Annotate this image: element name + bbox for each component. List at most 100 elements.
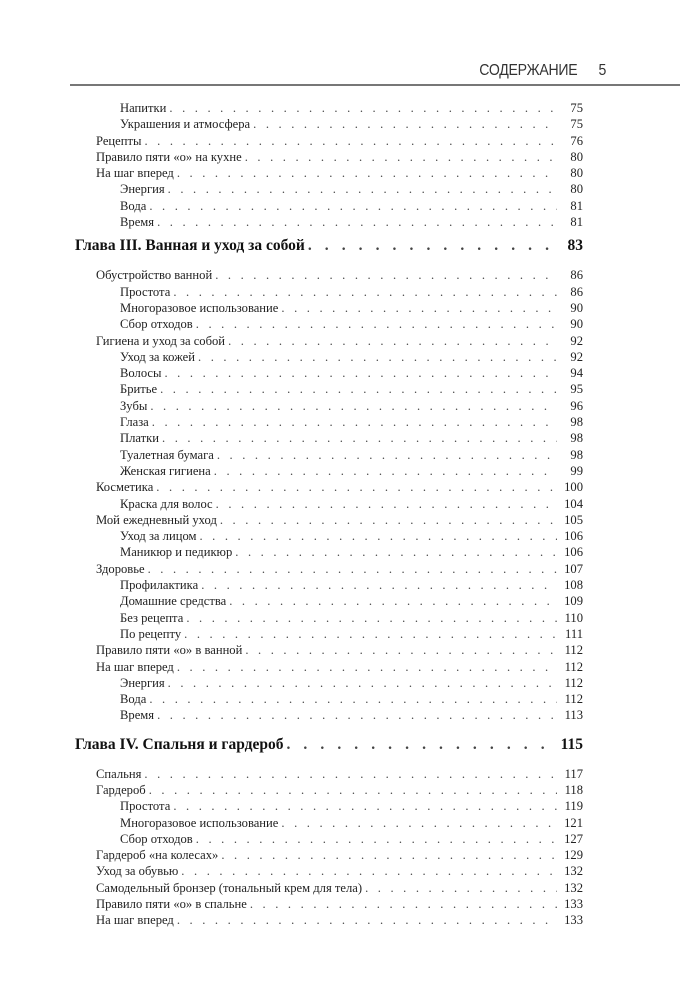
entry-title: Правило пяти «о» в ванной [96,643,243,658]
toc-entry: Сбор отходов . . . . . . . . . . . . . .… [0,831,583,847]
dot-leader: . . . . . . . . . . . . . . . . . . . . … [281,300,557,315]
entry-page: 132 [564,864,583,879]
toc-entry: Профилактика . . . . . . . . . . . . . .… [0,577,583,593]
entry-title: Вода [120,692,147,707]
entry-title: Уход за обувью [96,864,179,879]
entry-title: Мой ежедневный уход [96,512,217,527]
dot-leader: . . . . . . . . . . . . . . . . . . . . … [151,415,557,430]
entry-title: Напитки [120,101,167,115]
entry-page: 113 [564,708,583,723]
toc-entry: Обустройство ванной . . . . . . . . . . … [0,267,583,283]
toc-entry: Украшения и атмосфера . . . . . . . . . … [0,116,583,132]
entry-page: 75 [570,101,583,115]
entry-page: 96 [570,398,583,413]
entry-page: 98 [570,431,583,446]
entry-title: Простота [120,284,171,299]
toc-entry: Мой ежедневный уход . . . . . . . . . . … [0,512,583,528]
dot-leader: . . . . . . . . . . . . . . . . . . . . … [157,215,557,230]
entry-title: Простота [120,799,171,814]
entry-title: Волосы [120,366,162,381]
dot-leader: . . . . . . . . . . . . . . . . . . . . … [281,815,557,830]
entry-page: 106 [564,545,583,560]
entry-title: Многоразовое использование [120,815,279,830]
entry-page: 133 [564,913,583,928]
dot-leader: . . . . . . . . . . . . . . . . . . . . … [249,897,557,912]
entry-page: 133 [564,897,583,912]
entry-title: Уход за кожей [120,349,196,364]
toc-entry: Сбор отходов . . . . . . . . . . . . . .… [0,316,583,332]
toc-entry: Время . . . . . . . . . . . . . . . . . … [0,214,583,230]
toc-chapter: Глава IV. Спальня и гардероб . . . . . .… [0,735,583,755]
entry-title: Энергия [120,675,165,690]
entry-title: Уход за лицом [120,529,197,544]
entry-page: 80 [570,182,583,197]
dot-leader: . . . . . . . . . . . . . . . . . . . . … [160,382,557,397]
entry-title: Домашние средства [120,594,227,609]
entry-title: Туалетная бумага [120,447,214,462]
entry-page: 112 [564,675,583,690]
toc-entry: Вода . . . . . . . . . . . . . . . . . .… [0,691,583,707]
entry-page: 121 [564,815,583,830]
entry-title: Женская гигиена [120,463,211,478]
entry-title: Вода [120,198,147,213]
entry-page: 132 [564,880,583,895]
entry-page: 90 [570,317,583,332]
entry-page: 112 [564,659,583,674]
dot-leader: . . . . . . . . . . . . . . . . . . . . … [201,578,557,593]
entry-title: Платки [120,431,160,446]
toc-entry: Спальня . . . . . . . . . . . . . . . . … [0,766,583,782]
entry-page: 108 [564,578,583,593]
entry-title: Глава III. Ванная и уход за собой [75,237,305,255]
entry-title: Гардероб «на колесах» [96,848,219,863]
toc-entry: По рецепту . . . . . . . . . . . . . . .… [0,626,583,642]
dot-leader: . . . . . . . . . . . . . . . . . . . . … [144,766,557,781]
dot-leader: . . . . . . . . . . . . . . . . . . . . … [215,496,557,511]
toc-entry: Маникюр и педикюр . . . . . . . . . . . … [0,544,583,560]
entry-page: 90 [570,300,583,315]
entry-title: Без рецепта [120,610,184,625]
entry-title: Краска для волос [120,496,213,511]
toc-entry: Зубы . . . . . . . . . . . . . . . . . .… [0,398,583,414]
entry-title: Многоразовое использование [120,300,279,315]
toc-entry: Правило пяти «о» в спальне . . . . . . .… [0,896,583,912]
toc-entry: На шаг вперед . . . . . . . . . . . . . … [0,659,583,675]
toc-entry: Самодельный бронзер (тональный крем для … [0,880,583,896]
entry-title: Время [120,215,155,230]
toc-entry: Уход за лицом . . . . . . . . . . . . . … [0,528,583,544]
dot-leader: . . . . . . . . . . . . . . . . . . . . … [199,529,557,544]
entry-title: Зубы [120,398,148,413]
entry-page: 111 [565,626,583,641]
entry-page: 127 [564,831,583,846]
entry-page: 112 [564,643,583,658]
dot-leader: . . . . . . . . . . . . . . . . . . . . … [149,692,557,707]
dot-leader: . . . . . . . . . . . . . . . . . . . . … [173,799,557,814]
entry-title: Сбор отходов [120,317,193,332]
entry-title: Гардероб [96,782,146,797]
entry-title: Энергия [120,182,165,197]
table-of-contents: Напитки . . . . . . . . . . . . . . . . … [0,100,583,929]
toc-entry: Многоразовое использование . . . . . . .… [0,300,583,316]
entry-page: 99 [570,463,583,478]
toc-entry: Напитки . . . . . . . . . . . . . . . . … [0,100,583,116]
dot-leader: . . . . . . . . . . . . . . . . . . . . … [245,643,557,658]
dot-leader: . . . . . . . . . . . . . . . . . . . . … [221,848,557,863]
entry-page: 112 [564,692,583,707]
dot-leader: . . . . . . . . . . . . . . . . . . . . … [244,149,557,164]
toc-entry: Простота . . . . . . . . . . . . . . . .… [0,798,583,814]
entry-title: Гигиена и уход за собой [96,333,226,348]
toc-entry: Энергия . . . . . . . . . . . . . . . . … [0,181,583,197]
dot-leader: . . . . . . . . . . . . . . . . . . . . … [176,659,557,674]
dot-leader: . . . . . . . . . . . . . . . . . . . . … [156,480,557,495]
entry-page: 105 [564,512,583,527]
entry-title: Маникюр и педикюр [120,545,233,560]
dot-leader: . . . . . . . . . . . . . . . . . . . . … [213,463,557,478]
entry-page: 117 [564,766,583,781]
entry-title: Здоровье [96,561,145,576]
dot-leader: . . . . . . . . . . . . . . . . . . . . … [198,349,557,364]
entry-page: 110 [564,610,583,625]
entry-page: 76 [570,133,583,148]
entry-title: Бритье [120,382,158,397]
dot-leader: . . . . . . . . . . . . . . . . . . . . … [173,284,557,299]
dot-leader: . . . . . . . . . . . . . . . . . . . . … [195,317,557,332]
dot-leader: . . . . . . . . . . . . . . . . . . . . … [253,117,557,132]
